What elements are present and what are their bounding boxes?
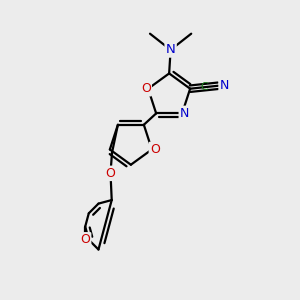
Text: N: N — [180, 107, 189, 120]
Text: N: N — [220, 79, 229, 92]
Text: O: O — [141, 82, 151, 95]
Text: O: O — [106, 167, 116, 180]
Text: C: C — [200, 82, 208, 92]
Text: O: O — [80, 233, 90, 246]
Text: N: N — [166, 44, 176, 56]
Text: O: O — [150, 143, 160, 156]
